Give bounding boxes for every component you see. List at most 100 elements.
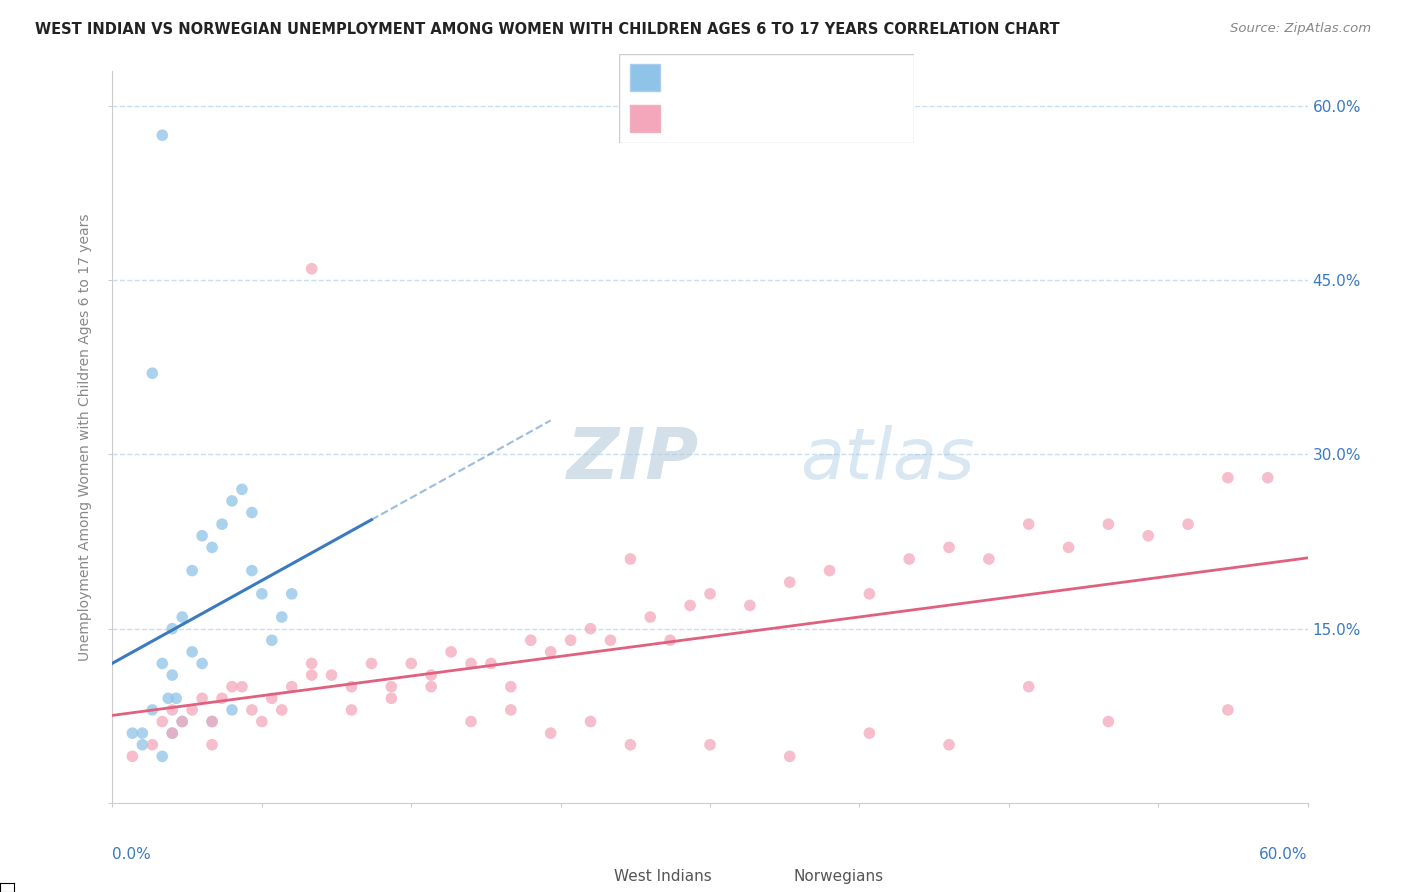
Point [240,564,263,578]
Point [172,714,194,729]
Point [540,726,562,740]
Point [499,680,522,694]
Point [221,494,243,508]
Point [240,703,263,717]
Text: 0.0%: 0.0% [112,847,152,862]
Point [1057,541,1080,555]
Y-axis label: Unemployment Among Women with Children Ages 6 to 17 years: Unemployment Among Women with Children A… [79,213,93,661]
Point [191,529,214,543]
Text: Source: ZipAtlas.com: Source: ZipAtlas.com [1230,22,1371,36]
Point [141,703,163,717]
Point [162,726,183,740]
Point [157,691,180,706]
Point [121,749,143,764]
Text: R = 0.438   N = 70: R = 0.438 N = 70 [672,112,828,126]
Point [201,714,224,729]
Point [938,738,960,752]
Point [579,622,602,636]
Point [479,657,502,671]
Point [231,483,253,497]
Point [162,622,183,636]
Point [560,633,582,648]
Point [380,680,402,694]
Point [321,668,343,682]
Point [201,738,224,752]
Point [520,633,543,648]
Point [250,714,273,729]
Point [499,703,522,717]
Point [201,541,224,555]
Point [221,680,243,694]
Text: Norwegians: Norwegians [793,869,884,884]
Point [1177,517,1199,532]
Point [270,610,292,624]
Point [340,703,363,717]
Point [699,587,721,601]
FancyBboxPatch shape [630,105,659,132]
Point [301,261,323,276]
Point [460,657,482,671]
Point [1216,471,1239,485]
Point [281,587,304,601]
Text: West Indians: West Indians [614,869,713,884]
Point [172,610,194,624]
Point [460,714,482,729]
Point [260,633,283,648]
Point [250,587,273,601]
Point [150,749,173,764]
Point [165,691,187,706]
Point [301,668,323,682]
FancyBboxPatch shape [763,836,794,865]
Point [1216,703,1239,717]
Point [738,599,761,613]
Point [150,714,173,729]
Point [420,668,443,682]
Point [1097,714,1119,729]
Point [121,726,143,740]
Text: atlas: atlas [800,425,974,493]
Point [211,691,233,706]
Point [191,691,214,706]
Point [440,645,463,659]
Point [640,610,662,624]
Point [181,645,204,659]
Point [1137,529,1160,543]
Point [779,575,801,590]
FancyBboxPatch shape [630,64,659,91]
Point [162,668,183,682]
Point [818,564,841,578]
Point [1257,471,1279,485]
Point [231,680,253,694]
Text: ZIP: ZIP [567,425,699,493]
Point [221,703,243,717]
Point [260,691,283,706]
Point [858,726,880,740]
FancyBboxPatch shape [619,54,914,143]
Text: R = 0.496   N = 31: R = 0.496 N = 31 [672,70,828,85]
Point [977,552,1000,566]
Point [420,680,443,694]
Point [301,657,323,671]
Point [181,703,204,717]
Text: 60.0%: 60.0% [1260,847,1308,862]
Point [1018,680,1040,694]
Point [270,703,292,717]
Point [281,680,304,694]
Point [898,552,921,566]
FancyBboxPatch shape [572,836,603,865]
Point [699,738,721,752]
Point [1018,517,1040,532]
Text: WEST INDIAN VS NORWEGIAN UNEMPLOYMENT AMONG WOMEN WITH CHILDREN AGES 6 TO 17 YEA: WEST INDIAN VS NORWEGIAN UNEMPLOYMENT AM… [35,22,1060,37]
Point [191,657,214,671]
Point [579,714,602,729]
Point [131,738,153,752]
Point [360,657,382,671]
Point [858,587,880,601]
Point [201,714,224,729]
Point [679,599,702,613]
Point [172,714,194,729]
Point [540,645,562,659]
Point [401,657,423,671]
Point [141,366,163,380]
Point [380,691,402,706]
